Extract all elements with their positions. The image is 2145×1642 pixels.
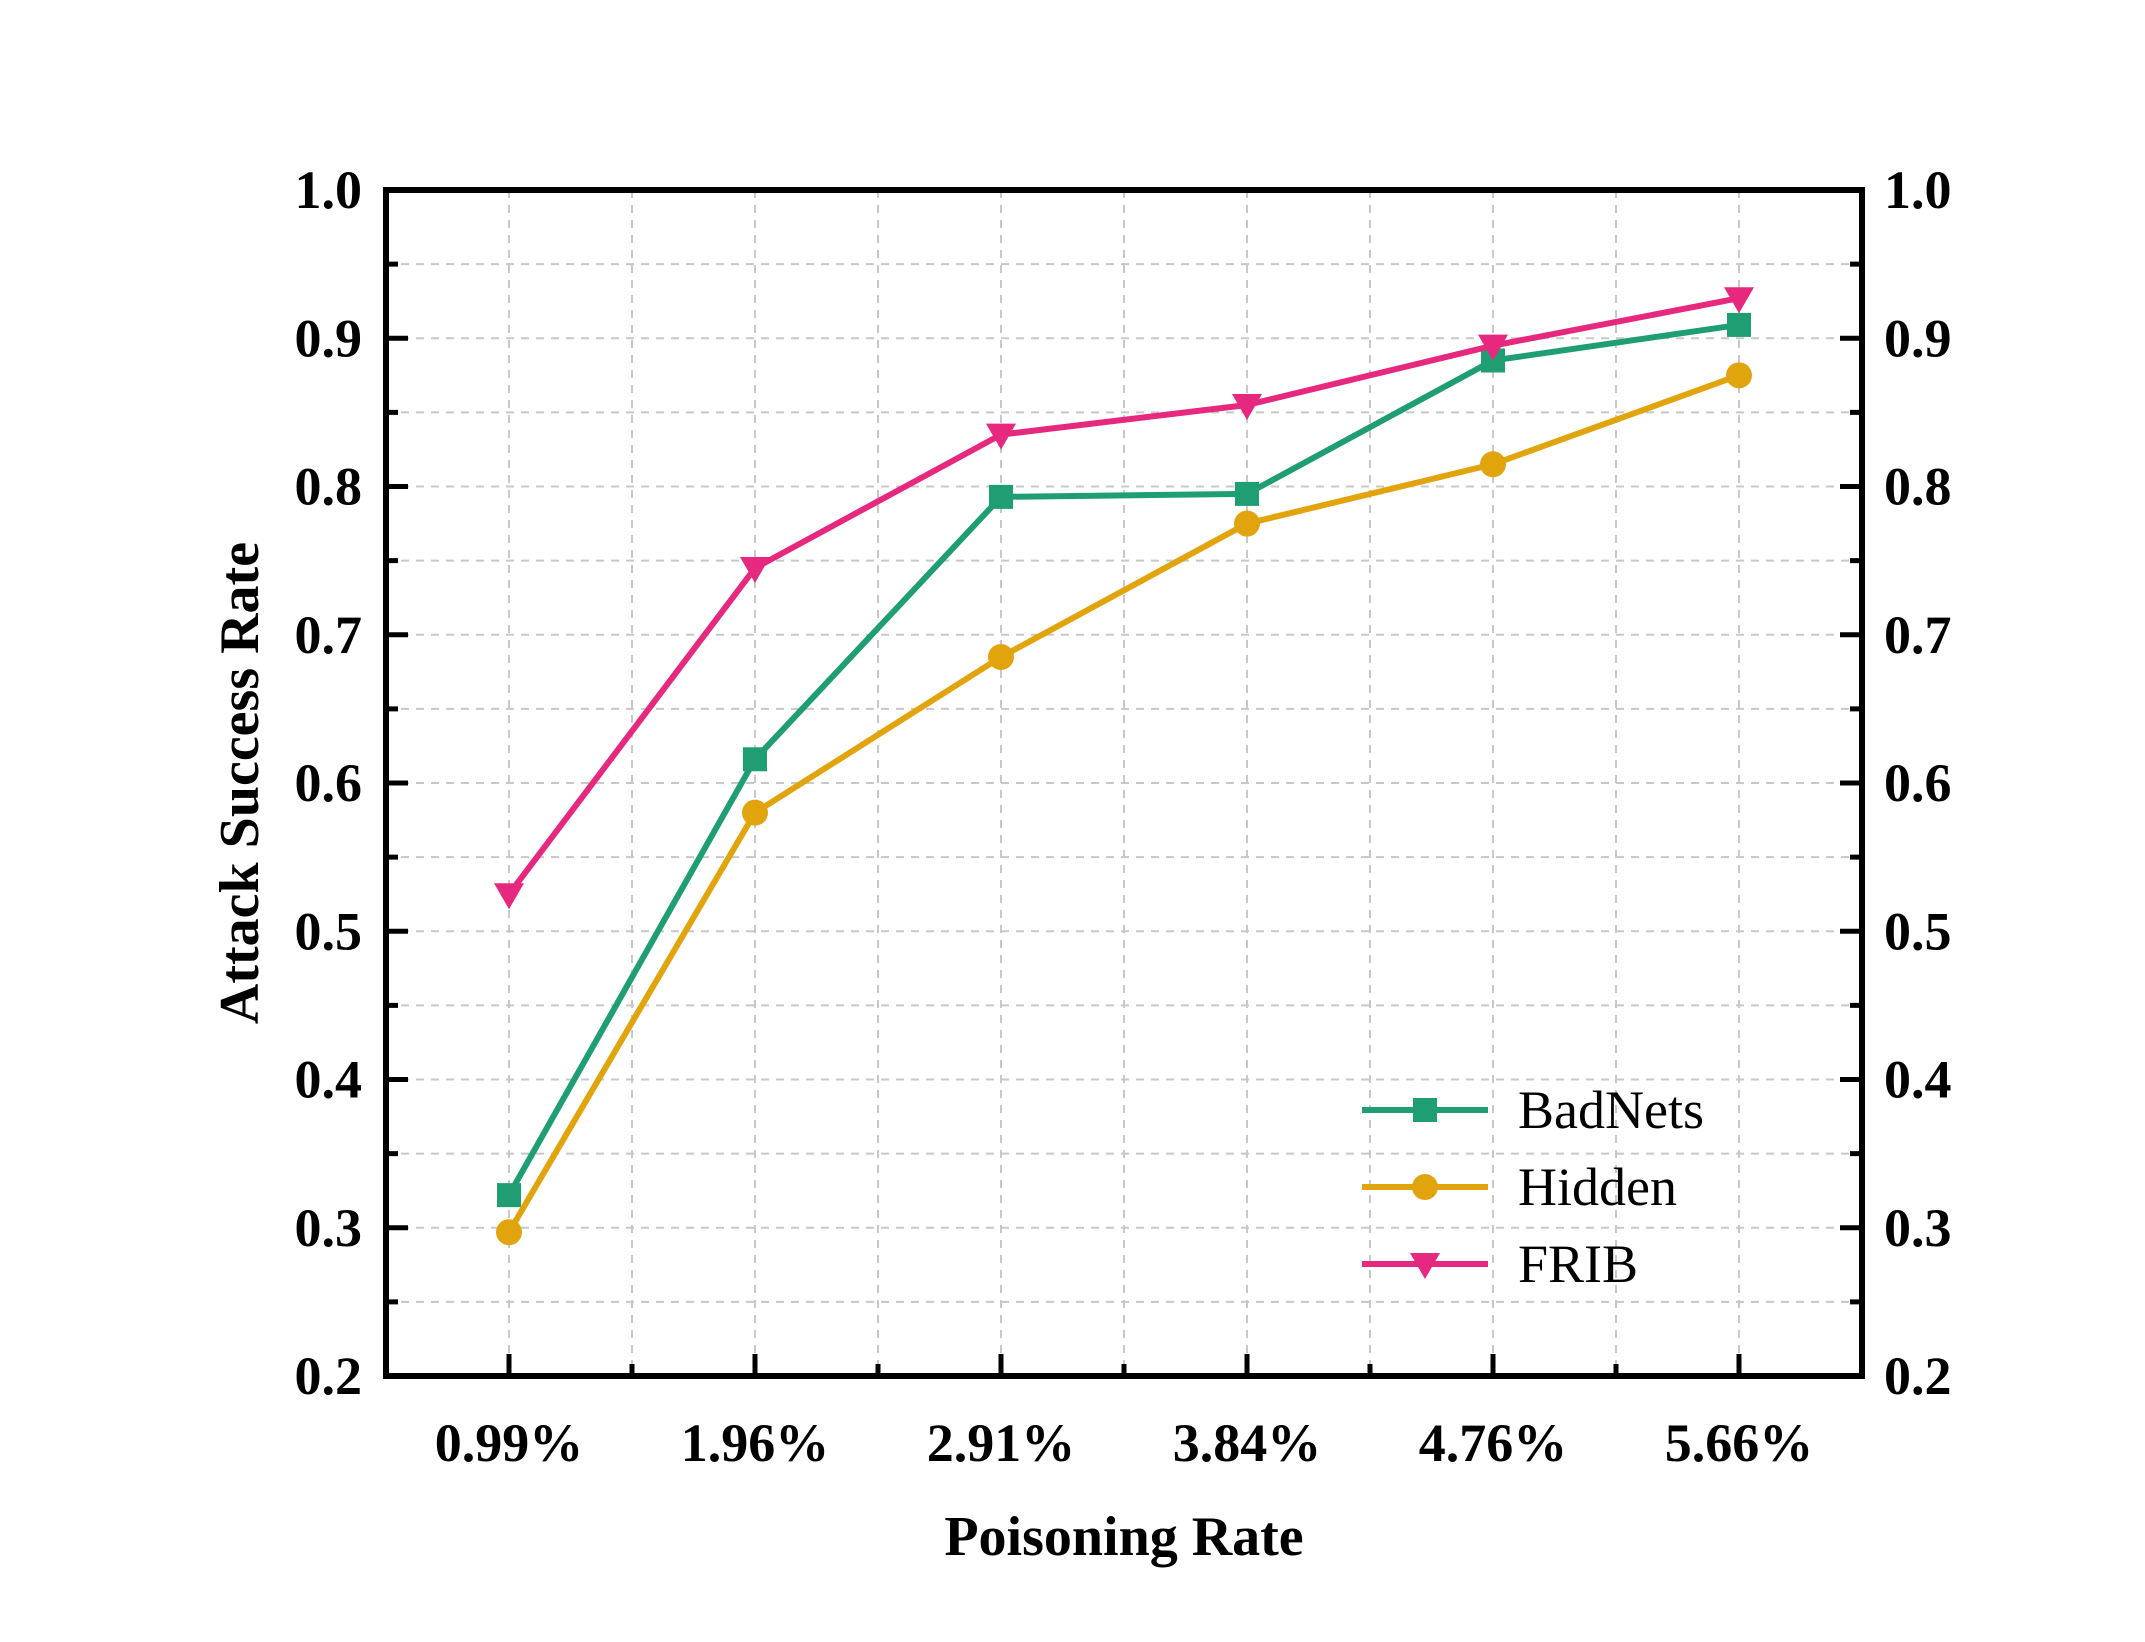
y-tick-label-right: 0.6 xyxy=(1884,753,1952,813)
data-point xyxy=(496,1219,522,1246)
y-tick-label-left: 0.8 xyxy=(295,457,363,517)
plot-frame xyxy=(383,187,1865,1379)
y-tick-label-right: 0.4 xyxy=(1884,1050,1952,1110)
data-point xyxy=(986,423,1016,450)
y-tick-label-right: 0.3 xyxy=(1884,1198,1952,1258)
legend: BadNets Hidden FRIB xyxy=(1362,1080,1704,1294)
x-tick-label: 3.84% xyxy=(1173,1413,1322,1473)
y-tick-label-right: 0.9 xyxy=(1884,308,1952,368)
data-point xyxy=(988,643,1014,670)
data-point xyxy=(742,799,768,826)
legend-item-frib: FRIB xyxy=(1362,1234,1638,1294)
data-point xyxy=(1235,481,1259,506)
data-point xyxy=(743,747,767,772)
x-tick-label: 2.91% xyxy=(927,1413,1076,1473)
legend-label: Hidden xyxy=(1518,1157,1677,1217)
y-tick-label-left: 0.6 xyxy=(295,753,363,813)
y-tick-label-left: 0.5 xyxy=(295,901,363,961)
series-line xyxy=(506,295,1740,896)
data-point xyxy=(1234,510,1260,537)
data-point xyxy=(989,484,1013,509)
y-tick-label-left: 0.7 xyxy=(295,605,363,665)
y-tick-label-right: 0.8 xyxy=(1884,457,1952,517)
series-line xyxy=(506,321,1740,1197)
y-tick-label-left: 1.0 xyxy=(295,160,363,220)
x-tick-label: 0.99% xyxy=(435,1413,584,1473)
data-point xyxy=(1726,362,1752,389)
legend-label: BadNets xyxy=(1518,1080,1704,1140)
data-point xyxy=(494,883,524,910)
data-point xyxy=(740,557,770,584)
legend-swatch-marker xyxy=(1410,1253,1440,1279)
x-tick-label: 1.96% xyxy=(681,1413,830,1473)
y-tick-label-left: 0.3 xyxy=(295,1198,363,1258)
series-hidden xyxy=(496,362,1752,1246)
data-point xyxy=(1478,334,1508,361)
x-tick-label: 4.76% xyxy=(1419,1413,1568,1473)
legend-label: FRIB xyxy=(1518,1234,1638,1294)
data-point xyxy=(1727,312,1751,337)
x-tick-label: 5.66% xyxy=(1665,1413,1814,1473)
legend-swatch-marker xyxy=(1413,1098,1437,1122)
y-tick-label-left: 0.2 xyxy=(295,1346,363,1406)
y-tick-label-right: 0.2 xyxy=(1884,1346,1952,1406)
x-axis-title: Poisoning Rate xyxy=(944,1506,1303,1568)
y-tick-label-right: 0.5 xyxy=(1884,901,1952,961)
series-lines xyxy=(494,287,1754,1246)
legend-swatch-marker xyxy=(1412,1174,1438,1200)
series-badnets xyxy=(497,312,1751,1208)
data-point xyxy=(1232,393,1262,420)
data-point xyxy=(497,1183,521,1208)
data-point xyxy=(1480,451,1506,478)
y-axis-title: Attack Success Rate xyxy=(209,542,271,1024)
y-tick-label-right: 0.7 xyxy=(1884,605,1952,665)
y-tick-label-left: 0.9 xyxy=(295,308,363,368)
tick-labels: 0.2 0.2 0.3 0.3 0.4 0.4 0.5 0.5 0.6 0.6 0.7 0.7 0.8 0… xyxy=(295,160,1952,1473)
legend-item-badnets: BadNets xyxy=(1362,1080,1704,1140)
data-point xyxy=(1724,287,1754,314)
y-tick-label-left: 0.4 xyxy=(295,1050,363,1110)
series-line xyxy=(506,372,1741,1234)
legend-item-hidden: Hidden xyxy=(1362,1157,1677,1217)
y-tick-label-right: 1.0 xyxy=(1884,160,1952,220)
series-frib xyxy=(494,287,1754,910)
